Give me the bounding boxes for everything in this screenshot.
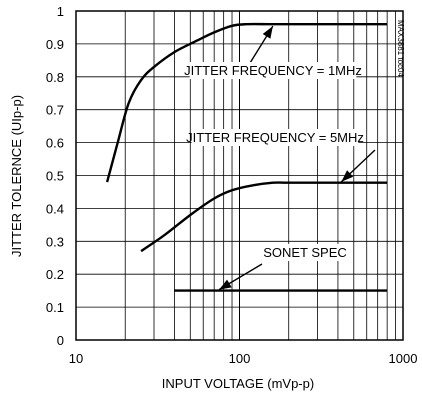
- series-5mhz-line: [140, 181, 388, 253]
- y-tick-label: 0: [57, 333, 64, 348]
- annotation-arrows: [218, 25, 376, 291]
- y-tick-label: 0.9: [46, 37, 64, 52]
- y-tick-label: 0.4: [46, 201, 64, 216]
- y-axis-title: JITTER TOLERNCE (UIp-p): [9, 95, 24, 257]
- annotation-bg: [191, 129, 359, 146]
- y-tick-label: 0.3: [46, 234, 64, 249]
- series-1mhz-line: [105, 22, 388, 183]
- arrow-1mhz: [262, 26, 273, 39]
- y-tick-label: 1: [57, 4, 64, 19]
- y-tick-label: 0.7: [46, 103, 64, 118]
- arrow-sonet: [219, 279, 232, 290]
- y-tick-label: 0.6: [46, 136, 64, 151]
- x-tick-labels: 10 100 1000: [69, 351, 418, 366]
- y-tick-label: 0.1: [46, 300, 64, 315]
- annotation-5mhz: JITTER FREQUENCY = 5MHz: [186, 130, 364, 145]
- annotation-bg: [189, 62, 357, 79]
- annotation-1mhz: JITTER FREQUENCY = 1MHz: [184, 63, 362, 78]
- x-tick-label: 1000: [389, 351, 418, 366]
- y-tick-labels: 0 0.1 0.2 0.3 0.4 0.5 0.6 0.7 0.8 0.9 1: [46, 4, 64, 348]
- x-axis-title: INPUT VOLTAGE (mVp-p): [162, 376, 314, 391]
- y-tick-label: 0.5: [46, 169, 64, 184]
- plot-frame: [75, 10, 404, 341]
- annotation-sonet-spec: SONET SPEC: [263, 245, 347, 260]
- y-tick-label: 0.8: [46, 70, 64, 85]
- y-tick-label: 0.2: [46, 267, 64, 282]
- x-tick-label: 100: [229, 351, 251, 366]
- grid: [76, 10, 403, 341]
- annotations: JITTER FREQUENCY = 1MHz JITTER FREQUENCY …: [184, 62, 364, 261]
- x-tick-label: 10: [69, 351, 83, 366]
- arrow-5mhz: [341, 170, 354, 182]
- figure-code: MAX3881 toc04: [396, 20, 405, 77]
- series-group: [105, 22, 388, 292]
- annotation-bg: [266, 244, 344, 261]
